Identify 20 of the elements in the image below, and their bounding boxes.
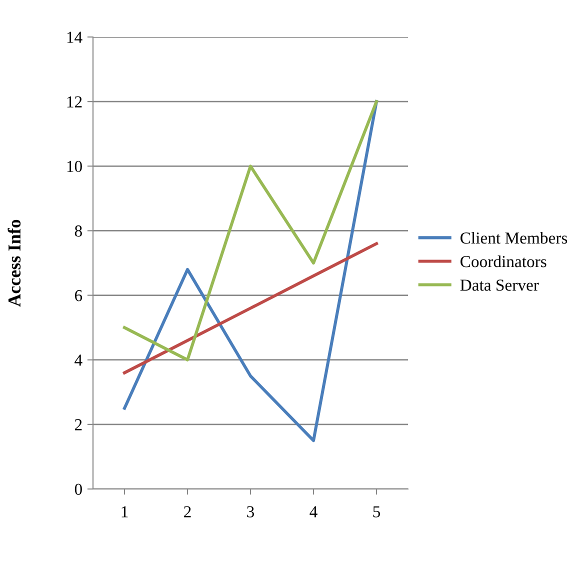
legend-label: Coordinators [460,255,546,268]
x-tick-label: 4 [310,506,318,518]
y-tick-label: 14 [67,32,82,43]
x-tick-label: 2 [184,506,191,518]
line-series [122,242,378,374]
legend-label: Data Server [460,280,539,291]
y-tick-label: 12 [67,96,82,108]
y-tick-label: 6 [74,290,82,302]
x-tick-label: 3 [247,506,254,518]
y-tick-label: 0 [74,484,82,495]
y-tick-label: 10 [67,160,82,172]
y-tick-label: 4 [74,354,82,366]
line-series [122,100,378,442]
y-tick-label: 2 [74,419,82,430]
y-axis-title: Access Info [8,220,21,307]
x-tick-label: 5 [373,506,380,518]
line-series [122,100,378,362]
legend-label: Client Members [460,232,568,244]
y-tick-label: 8 [74,225,82,237]
x-tick-label: 1 [122,506,128,518]
